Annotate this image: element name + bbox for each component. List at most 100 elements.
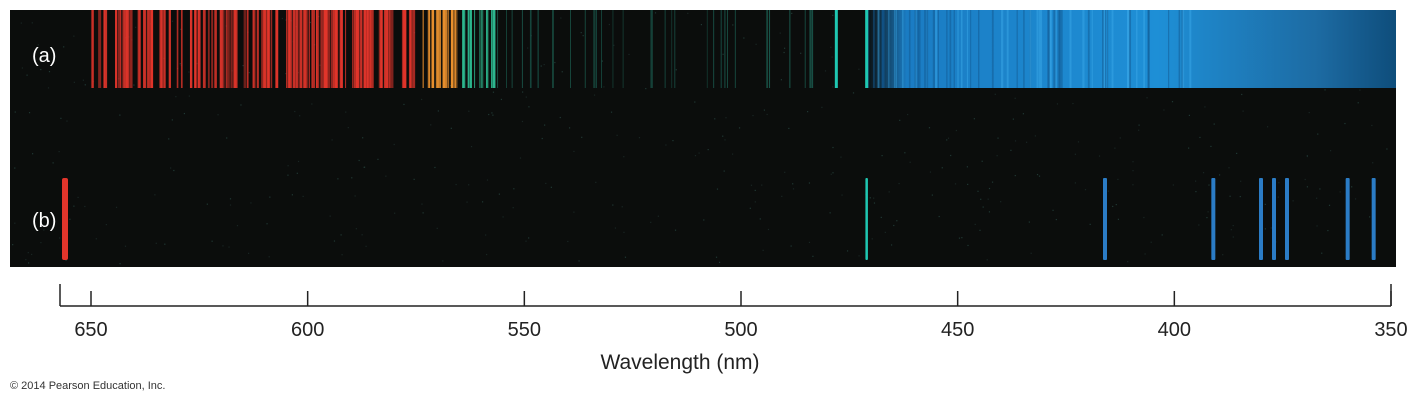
- noise-speck: [830, 46, 832, 48]
- spectrum-a-line-red: [202, 10, 206, 88]
- noise-speck: [1306, 186, 1309, 188]
- noise-speck: [171, 20, 174, 22]
- spectrum-a-line-green: [463, 10, 466, 88]
- noise-speck: [973, 118, 975, 120]
- noise-speck: [1316, 225, 1318, 227]
- noise-speck: [1207, 211, 1209, 213]
- noise-speck: [1316, 197, 1318, 199]
- noise-speck: [528, 237, 530, 239]
- spectrum-b-emission-line-5: [1272, 178, 1276, 260]
- noise-speck: [240, 104, 242, 106]
- spectrum-a-line-red: [115, 10, 117, 88]
- spectrum-a-line-red: [211, 10, 214, 88]
- panel-label-a: (a): [32, 45, 56, 67]
- spectrum-a-line-red: [295, 10, 299, 88]
- spectrum-a-line-teal: [865, 10, 869, 88]
- noise-speck: [645, 87, 647, 90]
- spectrum-a-blue-line: [917, 10, 920, 88]
- spectrum-a-line-orange: [437, 10, 442, 88]
- noise-speck: [354, 195, 356, 197]
- noise-speck: [1368, 216, 1371, 218]
- spectrum-a-blue-line: [1053, 10, 1056, 88]
- noise-speck: [468, 110, 470, 112]
- spectrum-a-line-red: [213, 10, 217, 88]
- noise-speck: [578, 260, 580, 262]
- noise-speck: [196, 62, 198, 65]
- spectrum-a-line-red: [299, 10, 303, 88]
- noise-speck: [421, 203, 423, 205]
- noise-speck: [133, 84, 135, 86]
- noise-speck: [211, 240, 213, 242]
- noise-speck: [750, 184, 753, 186]
- noise-speck: [449, 85, 452, 87]
- noise-speck: [442, 260, 444, 262]
- spectrum-a-faint-line: [674, 10, 676, 88]
- noise-speck: [1304, 178, 1306, 181]
- noise-speck: [1321, 252, 1323, 254]
- noise-speck: [1026, 141, 1028, 143]
- noise-speck: [1228, 167, 1230, 169]
- spectrum-a-line-red: [270, 10, 273, 88]
- noise-speck: [422, 212, 424, 214]
- spectrum-a-line-red: [315, 10, 318, 88]
- spectrum-a-line-green: [479, 10, 481, 88]
- noise-speck: [628, 53, 630, 56]
- noise-speck: [650, 221, 652, 223]
- noise-speck: [1270, 227, 1272, 229]
- noise-speck: [582, 35, 584, 37]
- noise-speck: [761, 184, 763, 186]
- noise-speck: [1132, 184, 1134, 186]
- spectrum-a-blue-line: [1103, 10, 1106, 88]
- spectrum-a-faint-line: [570, 10, 572, 88]
- noise-speck: [296, 172, 298, 174]
- noise-speck: [540, 65, 542, 67]
- spectrum-a-blue-edge: [866, 10, 907, 88]
- noise-speck: [302, 195, 304, 198]
- noise-speck: [893, 224, 895, 227]
- noise-speck: [732, 24, 734, 26]
- noise-speck: [525, 240, 527, 242]
- spectrum-a-blue-line: [1181, 10, 1184, 88]
- spectrum-a-line-red: [313, 10, 315, 88]
- noise-speck: [1264, 203, 1266, 206]
- spectrum-a-line-red: [145, 10, 147, 88]
- spectrum-a-blue-line: [888, 10, 890, 88]
- noise-speck: [1278, 182, 1280, 184]
- spectrum-a-blue-line: [1040, 10, 1043, 88]
- noise-speck: [468, 184, 470, 186]
- spectrum-a-line-red: [198, 10, 201, 88]
- noise-speck: [434, 166, 436, 169]
- noise-speck: [749, 207, 751, 209]
- noise-speck: [974, 223, 976, 226]
- noise-speck: [1264, 228, 1267, 230]
- noise-speck: [593, 94, 596, 96]
- noise-speck: [941, 167, 943, 169]
- noise-speck: [217, 114, 219, 116]
- spectrum-b-emission-line-6: [1285, 178, 1289, 260]
- axis-tick-label-450: 450: [941, 319, 974, 341]
- noise-speck: [545, 182, 547, 185]
- noise-speck: [236, 225, 239, 227]
- noise-speck: [331, 139, 333, 141]
- spectrum-a-line-green: [481, 10, 484, 88]
- noise-speck: [616, 134, 618, 136]
- noise-speck: [530, 35, 532, 37]
- spectrum-a-faint-line: [766, 10, 768, 88]
- noise-speck: [1266, 126, 1269, 128]
- noise-speck: [907, 113, 909, 116]
- spectrum-a: [91, 10, 1396, 88]
- noise-speck: [722, 135, 724, 137]
- spectrum-a-blue-line: [1104, 10, 1107, 88]
- noise-speck: [873, 197, 875, 199]
- noise-speck: [333, 240, 336, 242]
- noise-speck: [1357, 102, 1359, 104]
- spectrum-a-faint-line: [595, 10, 597, 88]
- spectrum-a-line-red: [243, 10, 247, 88]
- noise-speck: [1117, 218, 1120, 220]
- noise-speck: [1202, 172, 1205, 174]
- spectrum-b-emission-line-4: [1259, 178, 1263, 260]
- noise-speck: [1308, 111, 1310, 114]
- noise-speck: [1038, 175, 1041, 177]
- spectrum-a-blue-line: [949, 10, 952, 88]
- noise-speck: [1208, 184, 1210, 186]
